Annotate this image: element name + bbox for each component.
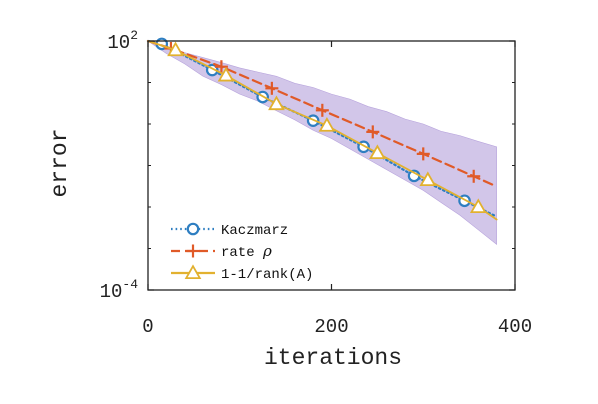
series-layer	[146, 37, 498, 221]
x-tick-label: 200	[314, 316, 348, 338]
legend-label-2: 1-1/rank(A)	[221, 267, 313, 283]
x-tick-label: 0	[142, 316, 153, 338]
legend-marker-0	[186, 222, 200, 236]
series-marker-2	[268, 95, 285, 111]
variance-band-layer	[147, 40, 497, 245]
series-marker-2	[167, 41, 184, 57]
y-tick-label: 10-4	[100, 277, 139, 303]
series-marker-2	[469, 198, 487, 214]
legend: Kaczmarz rate ρ 1-1/rank(A)	[171, 222, 313, 283]
legend-label-0: Kaczmarz	[221, 223, 288, 239]
x-axis-label: iterations	[264, 345, 402, 371]
ticks-layer: 0 200 400 102 10-4	[100, 28, 533, 338]
legend-label-1: rate ρ	[221, 242, 272, 261]
series-marker-1	[467, 169, 481, 183]
series-marker-1	[265, 81, 279, 95]
x-tick-label: 400	[498, 316, 532, 338]
series-marker-1	[315, 103, 329, 117]
legend-marker-2	[184, 264, 202, 280]
series-2	[147, 40, 498, 221]
y-axis-label: error	[47, 128, 73, 197]
series-marker-2	[318, 117, 336, 132]
series-marker-1	[214, 60, 228, 74]
variance-band	[147, 40, 497, 245]
series-marker-2	[419, 171, 437, 187]
series-marker-1	[366, 125, 380, 139]
series-marker-2	[369, 144, 386, 160]
legend-marker-1	[186, 244, 200, 258]
y-tick-label: 102	[107, 28, 138, 54]
series-marker-1	[416, 147, 430, 161]
series-marker-2	[217, 66, 235, 82]
